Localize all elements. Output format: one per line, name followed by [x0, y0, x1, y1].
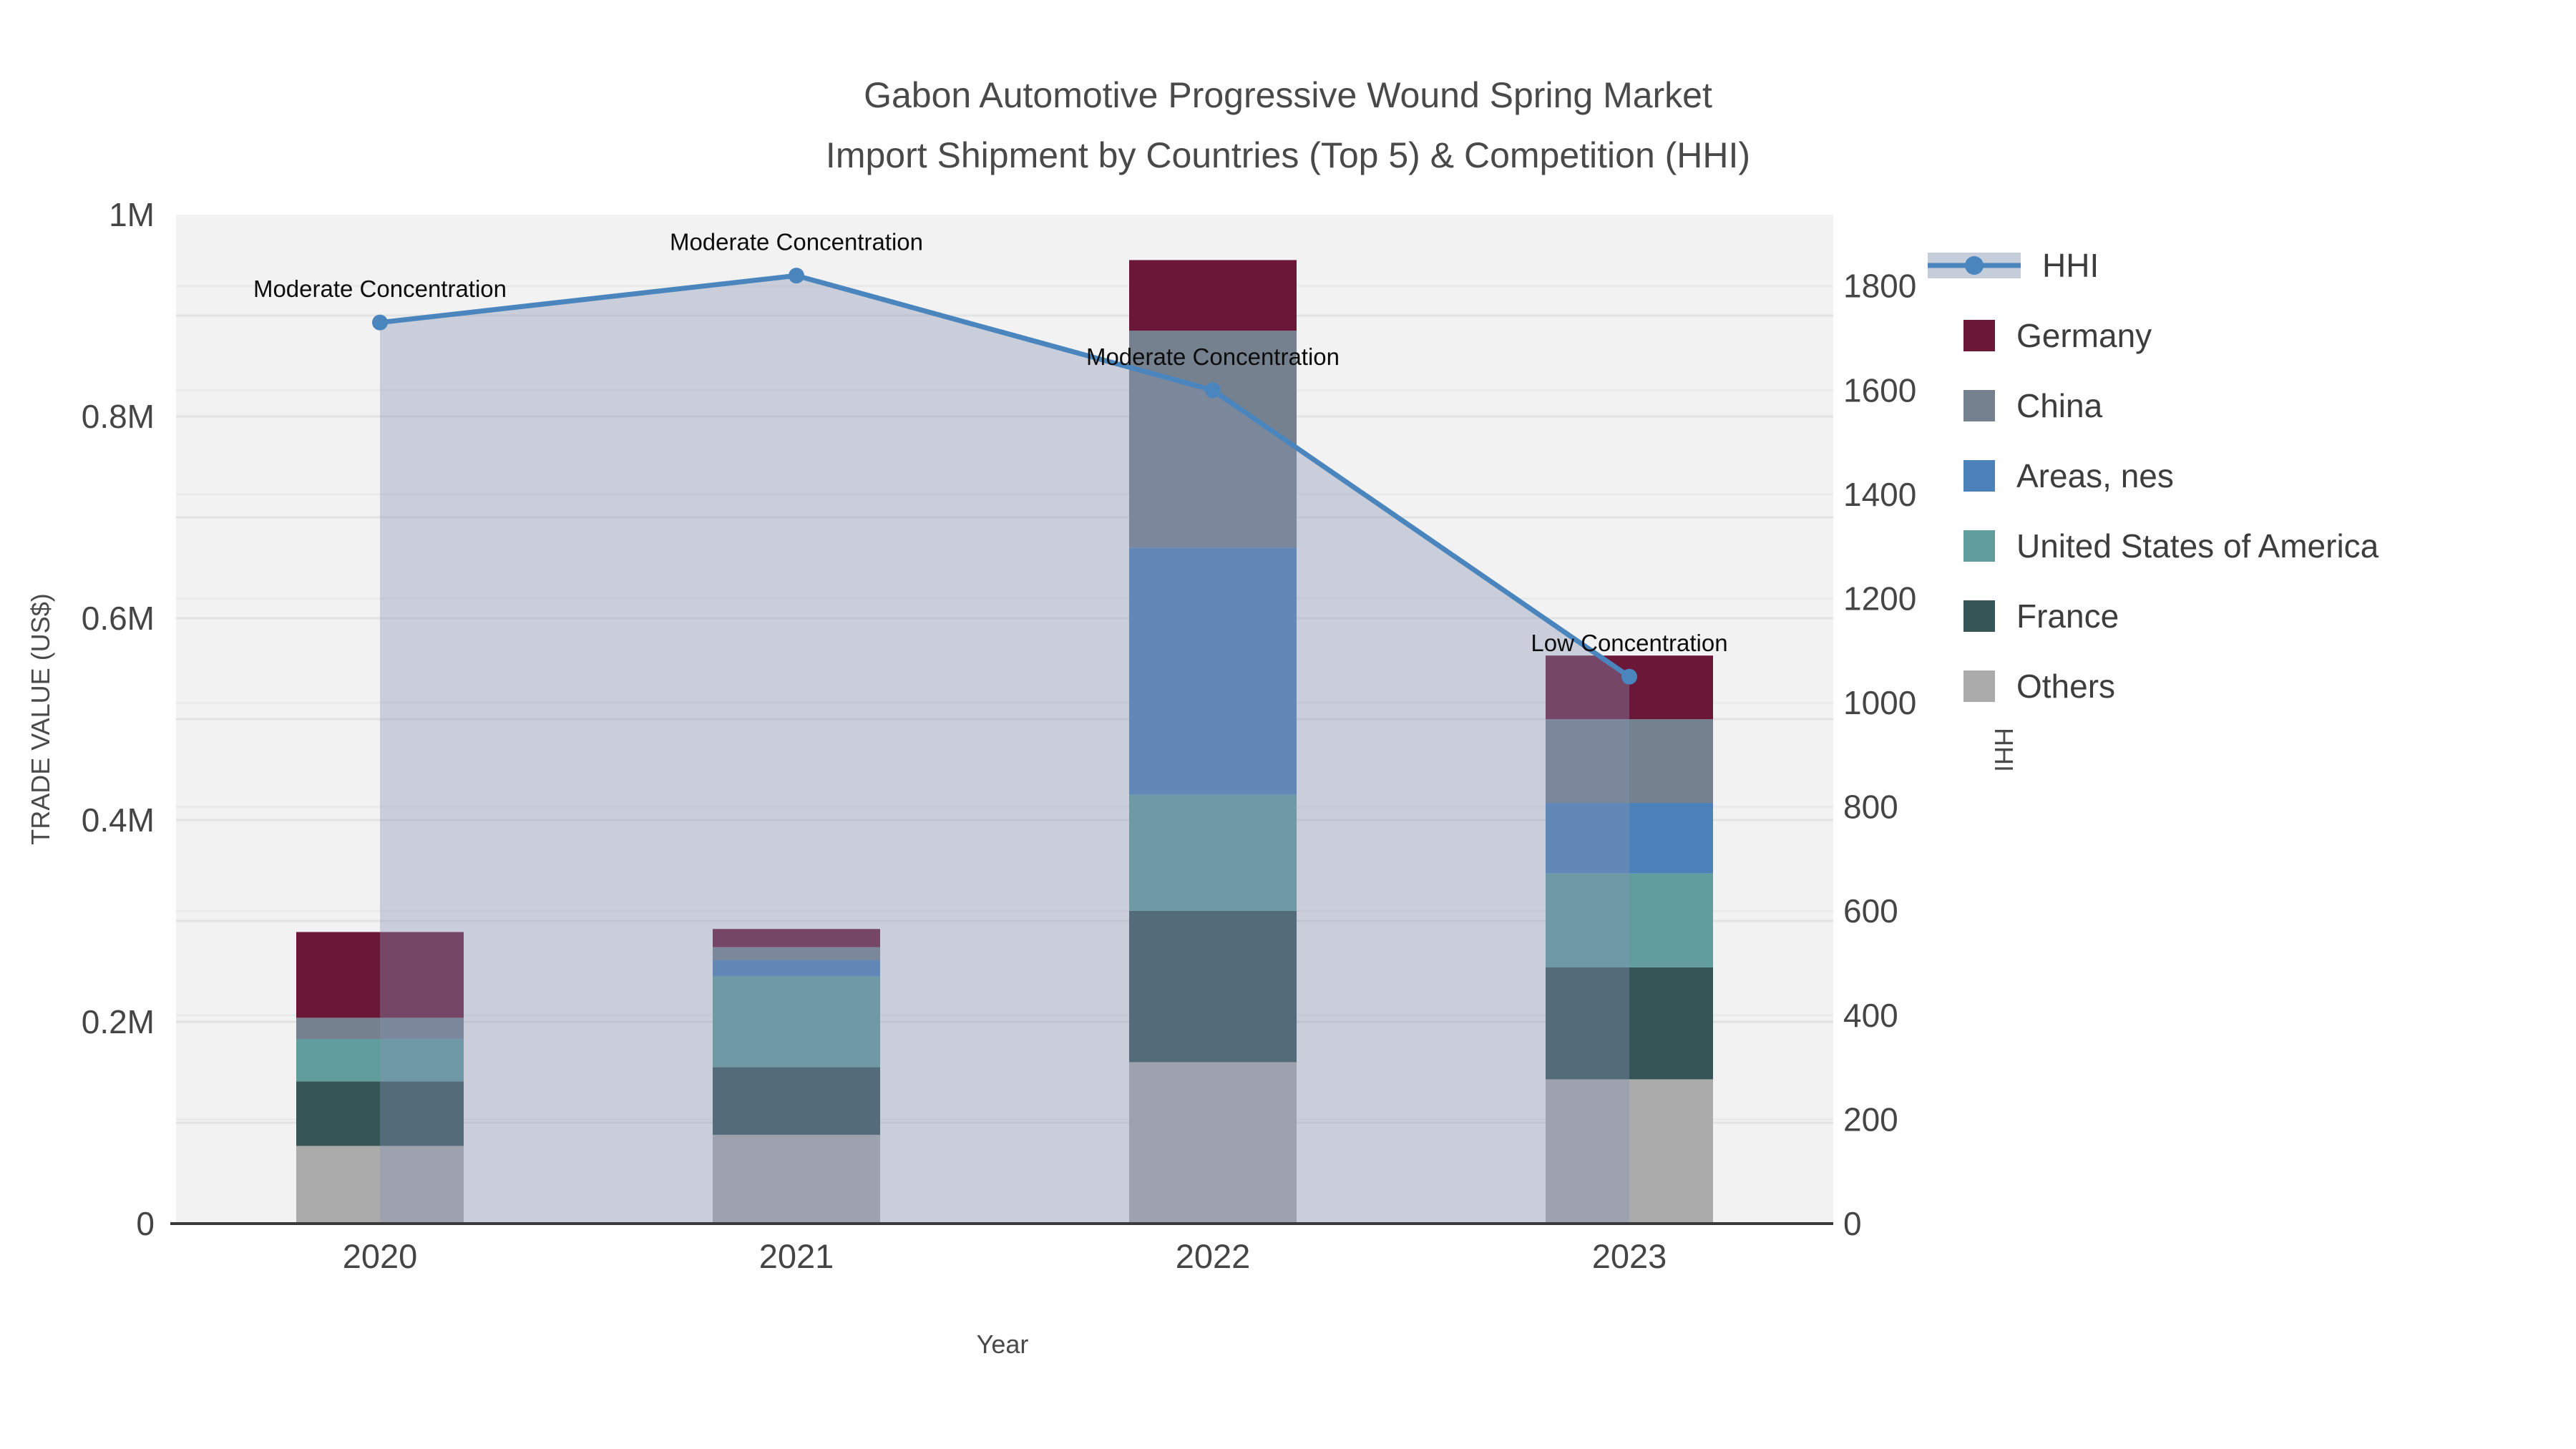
legend-item-france: France	[1963, 581, 2576, 651]
legend-label: United States of America	[2016, 527, 2379, 565]
hhi-area-fill	[380, 275, 1629, 1224]
y-left-tick-label: 1M	[109, 196, 155, 233]
legend-swatch-icon	[1963, 320, 1995, 351]
legend-item-china: China	[1963, 371, 2576, 441]
legend-item-others: Others	[1963, 651, 2576, 721]
y-left-tick-label: 0.6M	[82, 600, 155, 637]
hhi-marker-2022	[1205, 382, 1221, 399]
y-left-tick-label: 0.2M	[82, 1003, 155, 1040]
legend-swatch-icon	[1963, 670, 1995, 702]
y-right-tick-label: 1400	[1843, 476, 1916, 513]
bar-segment-Germany-2021	[713, 929, 880, 947]
legend-swatch-icon	[1963, 460, 1995, 492]
bar-segment-United States of America-2023	[1546, 873, 1713, 967]
legend-item-areas-nes: Areas, nes	[1963, 441, 2576, 511]
hhi-line	[379, 273, 1631, 679]
legend-swatch-icon	[1963, 390, 1995, 421]
y-right-tick-label: 1000	[1843, 684, 1916, 721]
x-tick-label: 2023	[1592, 1237, 1667, 1275]
bar-segment-France-2021	[713, 1067, 880, 1135]
bar-segment-China-2020	[296, 1018, 464, 1039]
y-right-tick-label: 200	[1843, 1101, 1898, 1138]
bar-segment-Others-2021	[713, 1134, 880, 1224]
legend-item-united-states-of-america: United States of America	[1963, 511, 2576, 581]
y-right-tick-label: 1600	[1843, 371, 1916, 409]
hhi-line-swatch-icon	[1928, 253, 2021, 278]
x-tick-label: 2021	[759, 1237, 834, 1275]
bar-segment-Others-2023	[1546, 1079, 1713, 1224]
legend-item-germany: Germany	[1963, 301, 2576, 371]
x-tick-label: 2022	[1176, 1237, 1251, 1275]
y-left-tick-label: 0.8M	[82, 398, 155, 435]
annotation-2021: Moderate Concentration	[670, 229, 923, 255]
bar-segment-Areas, nes-2021	[713, 960, 880, 977]
bar-segment-China-2021	[713, 947, 880, 960]
bar-segment-France-2023	[1546, 967, 1713, 1080]
hhi-marker-glyph	[1965, 256, 1984, 275]
bar-segment-France-2020	[296, 1081, 464, 1146]
bar-segment-United States of America-2022	[1129, 794, 1297, 911]
bar-segment-Others-2020	[296, 1146, 464, 1224]
hhi-marker-2020	[372, 314, 388, 331]
legend-label: Areas, nes	[2016, 457, 2174, 494]
x-tick-label: 2020	[343, 1237, 418, 1275]
y-right-tick-label: 400	[1843, 997, 1898, 1034]
y-right-tick-label: 1200	[1843, 580, 1916, 617]
bar-segment-China-2022	[1129, 331, 1297, 548]
bar-segment-Others-2022	[1129, 1062, 1297, 1224]
legend-swatch-icon	[1963, 600, 1995, 632]
chart-title-line1: Gabon Automotive Progressive Wound Sprin…	[864, 75, 1712, 115]
legend-label: Others	[2016, 668, 2116, 705]
annotation-2022: Moderate Concentration	[1086, 343, 1340, 370]
hhi-marker-2023	[1621, 668, 1637, 685]
hhi-marker-2021	[789, 268, 804, 284]
annotation-2020: Moderate Concentration	[253, 275, 507, 302]
legend-swatch-icon	[1963, 530, 1995, 562]
bar-segment-France-2022	[1129, 910, 1297, 1063]
y-left-tick-label: 0.4M	[82, 801, 155, 839]
bar-segment-United States of America-2020	[296, 1038, 464, 1082]
y-right-tick-label: 1800	[1843, 268, 1916, 305]
y-axis-title-left: TRADE VALUE (US$)	[26, 593, 55, 845]
y-right-tick-label: 600	[1843, 892, 1898, 930]
y-axis-title-right: HHI	[1989, 728, 2019, 772]
chart-title-line2: Import Shipment by Countries (Top 5) & C…	[825, 135, 1751, 175]
bar-segment-Germany-2020	[296, 932, 464, 1018]
bar-segment-Germany-2023	[1546, 655, 1713, 719]
legend-item-hhi: HHI	[1928, 230, 2576, 301]
bar-segment-Areas, nes-2023	[1546, 803, 1713, 874]
legend-label: Germany	[2016, 317, 2152, 354]
bar-segment-United States of America-2021	[713, 976, 880, 1068]
y-right-tick-label: 800	[1843, 789, 1898, 826]
y-left-tick-label: 0	[136, 1205, 155, 1242]
legend: HHI Germany China Areas, nes United States o…	[1918, 228, 2576, 724]
legend-label: HHI	[2042, 247, 2099, 284]
legend-label: France	[2016, 597, 2119, 635]
annotation-2023: Low Concentration	[1531, 630, 1727, 656]
y-right-tick-label: 0	[1843, 1205, 1862, 1242]
bar-segment-China-2023	[1546, 719, 1713, 804]
legend-label: China	[2016, 387, 2103, 424]
bar-segment-Areas, nes-2022	[1129, 547, 1297, 795]
x-axis-title: Year	[976, 1330, 1029, 1359]
bar-segment-Germany-2022	[1129, 260, 1297, 331]
